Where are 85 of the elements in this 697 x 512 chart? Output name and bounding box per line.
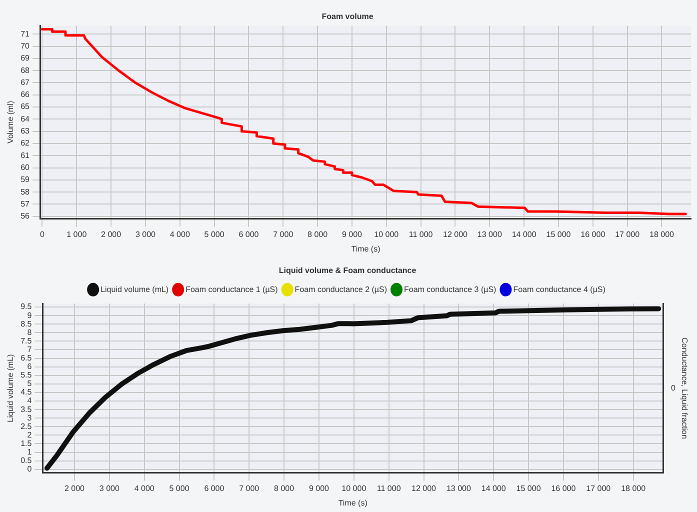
x-tick-label: 8 000 bbox=[308, 230, 328, 239]
legend-label: Foam conductance 4 (µS) bbox=[513, 284, 606, 294]
y-tick-label: 60 bbox=[20, 162, 30, 172]
y-tick-label: 71 bbox=[20, 29, 30, 38]
x-tick-label: 12 000 bbox=[412, 484, 437, 493]
x-tick-label: 7 000 bbox=[273, 230, 294, 239]
y-tick-label: 61 bbox=[20, 150, 30, 160]
x-tick-label: 15 000 bbox=[516, 484, 542, 493]
x-tick-label: 11 000 bbox=[408, 230, 434, 239]
x-tick-label: 14 000 bbox=[512, 230, 537, 239]
x-tick-label: 16 000 bbox=[580, 230, 606, 239]
y-tick-label: 3.5 bbox=[20, 404, 32, 414]
x-tick-label: 17 000 bbox=[586, 484, 612, 493]
y-tick-label: 62 bbox=[20, 138, 30, 148]
y-tick-label: 3 bbox=[27, 413, 32, 422]
y-tick-label: 5 bbox=[27, 379, 32, 388]
y-tick-label: 5.5 bbox=[20, 370, 32, 380]
x-tick-label: 9 000 bbox=[342, 230, 363, 239]
legend-label: Foam conductance 1 (µS) bbox=[186, 284, 278, 294]
x-tick-label: 2 000 bbox=[101, 230, 122, 239]
y-axis-title: Liquid volume (mL) bbox=[6, 354, 16, 422]
y-tick-label: 65 bbox=[20, 102, 30, 112]
x-tick-label: 13 000 bbox=[477, 230, 502, 239]
x-tick-label: 18 000 bbox=[621, 484, 646, 493]
x-tick-label: 2 000 bbox=[64, 484, 86, 493]
x-tick-label: 8 000 bbox=[274, 484, 295, 493]
x-tick-label: 13 000 bbox=[446, 484, 472, 493]
x-tick-label: 5 000 bbox=[169, 484, 190, 493]
x-tick-label: 6 000 bbox=[238, 230, 260, 239]
y-tick-label: 6.5 bbox=[20, 353, 32, 362]
y-tick-label: 8 bbox=[27, 328, 32, 337]
x-tick-label: 7 000 bbox=[239, 484, 260, 493]
x-tick-label: 11 000 bbox=[376, 484, 402, 493]
y-tick-label: 1.5 bbox=[20, 438, 32, 448]
x-tick-label: 6 000 bbox=[204, 484, 225, 493]
x-tick-label: 16 000 bbox=[551, 484, 576, 493]
x-axis-title: Time (s) bbox=[351, 244, 381, 254]
y-tick-label: 9 bbox=[27, 310, 32, 320]
y-tick-label: 67 bbox=[20, 78, 30, 87]
x-axis-title: Time (s) bbox=[338, 498, 368, 508]
y-tick-label: 4 bbox=[27, 396, 32, 406]
x-tick-label: 4 000 bbox=[170, 230, 190, 239]
y-tick-label: 7 bbox=[27, 344, 32, 354]
y-tick-label: 8.5 bbox=[20, 319, 32, 328]
x-tick-label: 12 000 bbox=[443, 230, 468, 239]
x-tick-label: 10 000 bbox=[374, 230, 400, 239]
y2-axis-title: Conductance, Liquid fraction bbox=[680, 337, 689, 439]
y-tick-label: 2.5 bbox=[20, 422, 32, 431]
y-tick-label: 9.5 bbox=[20, 302, 32, 312]
y-tick-label: 66 bbox=[20, 90, 30, 100]
x-tick-label: 3 000 bbox=[135, 230, 156, 239]
x-tick-label: 4 000 bbox=[134, 484, 155, 493]
y-tick-label: 2 bbox=[27, 430, 32, 440]
x-tick-label: 0 bbox=[40, 230, 45, 239]
y-axis-title: Volume (ml) bbox=[6, 100, 16, 144]
y-tick-label: 68 bbox=[20, 66, 30, 75]
x-tick-label: 5 000 bbox=[204, 230, 225, 239]
y-tick-label: 4.5 bbox=[20, 388, 32, 397]
y-tick-label: 59 bbox=[20, 175, 30, 184]
x-tick-label: 17 000 bbox=[615, 230, 640, 239]
legend-label: Liquid volume (mL) bbox=[100, 284, 169, 294]
x-tick-label: 9 000 bbox=[308, 484, 330, 493]
text: 0 bbox=[671, 383, 676, 392]
legend-label: Foam conductance 3 (µS) bbox=[404, 284, 497, 294]
y-tick-label: 0.5 bbox=[20, 456, 32, 466]
x-tick-label: 10 000 bbox=[342, 484, 367, 493]
x-tick-label: 1 000 bbox=[66, 230, 88, 239]
chart-title: Foam volume bbox=[322, 12, 374, 22]
chart-title: Liquid volume & Foam conductance bbox=[278, 266, 417, 276]
y-tick-label: 64 bbox=[20, 114, 30, 124]
x-tick-label: 15 000 bbox=[546, 230, 572, 239]
x-tick-label: 18 000 bbox=[650, 230, 675, 239]
y-tick-label: 1 bbox=[27, 447, 32, 456]
y-tick-label: 58 bbox=[20, 187, 30, 196]
y-tick-label: 69 bbox=[20, 54, 30, 63]
y-tick-label: 6 bbox=[27, 362, 32, 372]
y-tick-label: 56 bbox=[20, 212, 30, 221]
legend-label: Foam conductance 2 (µS) bbox=[294, 284, 388, 294]
x-tick-label: 14 000 bbox=[481, 484, 506, 493]
y-tick-label: 7.5 bbox=[20, 336, 32, 346]
y-tick-label: 57 bbox=[20, 199, 30, 208]
y-tick-label: 63 bbox=[20, 126, 30, 136]
y-tick-label: 0 bbox=[27, 464, 32, 474]
x-tick-label: 3 000 bbox=[99, 484, 120, 493]
y-tick-label: 70 bbox=[20, 41, 30, 50]
